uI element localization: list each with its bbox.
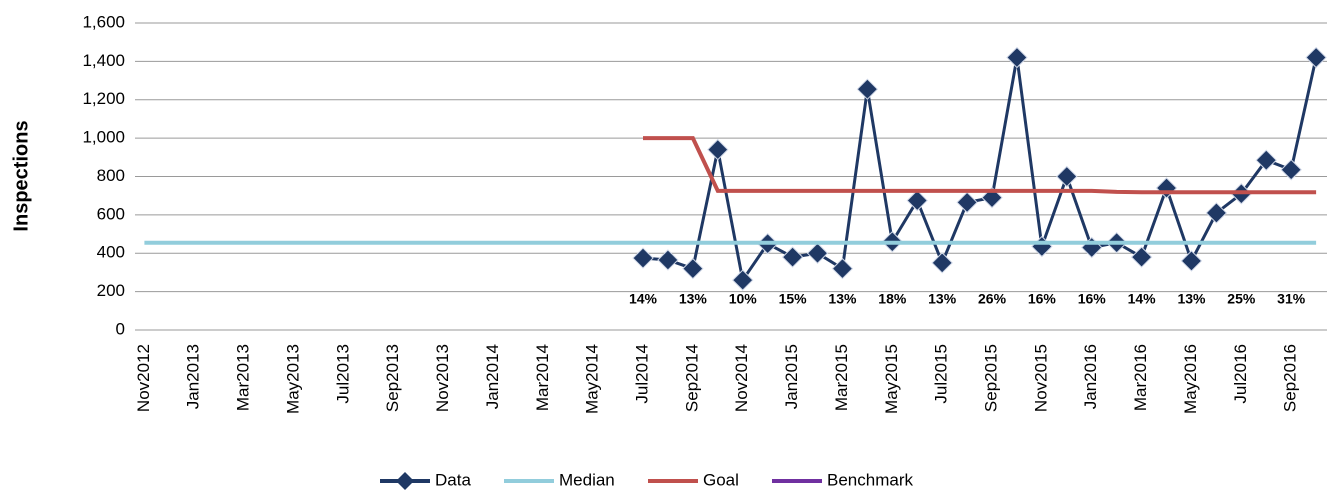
- legend-label: Goal: [703, 470, 739, 489]
- data-point: [1056, 165, 1078, 188]
- legend-label: Data: [435, 470, 471, 489]
- x-tick-label: Jan2015: [782, 344, 801, 409]
- data-point: [856, 78, 879, 100]
- x-tick-label: Jul2014: [632, 344, 651, 404]
- x-tick-label: May2014: [583, 344, 602, 414]
- data-point: [1280, 159, 1302, 181]
- x-tick-label: Mar2016: [1131, 344, 1150, 411]
- x-tick-label: Sep2014: [682, 344, 701, 412]
- data-point: [781, 246, 804, 268]
- legend-label: Benchmark: [827, 470, 913, 489]
- rate-label: 10%: [729, 291, 758, 307]
- x-tick-label: Nov2014: [732, 344, 751, 412]
- x-tick-label: Sep2015: [982, 344, 1001, 412]
- x-tick-label: Mar2015: [832, 344, 851, 411]
- legend-label: Median: [559, 470, 615, 489]
- data-point: [981, 186, 1003, 209]
- x-tick-label: May2016: [1181, 344, 1200, 414]
- x-tick-label: May2013: [283, 344, 302, 414]
- y-tick-label: 600: [97, 204, 125, 223]
- x-tick-label: Jan2014: [483, 344, 502, 409]
- data-point: [707, 138, 729, 161]
- series-line: [642, 57, 1318, 284]
- y-tick-label: 1,600: [82, 12, 125, 31]
- data-point: [732, 269, 754, 291]
- x-tick-label: Sep2016: [1281, 344, 1300, 412]
- x-tick-label: Mar2013: [234, 344, 253, 411]
- data-point: [1130, 246, 1153, 268]
- x-tick-label: Nov2013: [433, 344, 452, 412]
- data-point: [931, 252, 953, 274]
- data-point: [1006, 46, 1028, 69]
- data-point: [806, 242, 829, 264]
- data-point: [657, 249, 679, 271]
- data-point: [1255, 149, 1277, 171]
- rate-label: 15%: [779, 291, 808, 307]
- x-tick-label: Jul2015: [932, 344, 951, 404]
- rate-label: 31%: [1277, 291, 1306, 307]
- x-tick-label: Sep2013: [383, 344, 402, 412]
- data-point: [682, 257, 704, 280]
- rate-label: 14%: [629, 291, 658, 307]
- rate-label: 14%: [1128, 291, 1157, 307]
- y-tick-label: 1,200: [82, 89, 125, 108]
- rate-label: 18%: [878, 291, 907, 307]
- rate-label: 16%: [1028, 291, 1057, 307]
- data-point: [1305, 46, 1327, 69]
- y-tick-label: 800: [97, 166, 125, 185]
- rate-label: 13%: [828, 291, 857, 307]
- series-line: [643, 136, 1317, 195]
- x-tick-label: Jul2013: [333, 344, 352, 404]
- data-point: [1081, 236, 1103, 259]
- y-tick-label: 1,400: [82, 51, 125, 70]
- rate-label: 13%: [928, 291, 957, 307]
- data-point: [632, 247, 654, 269]
- rate-label: 16%: [1078, 291, 1107, 307]
- y-tick-label: 200: [97, 281, 125, 300]
- legend-marker: [396, 472, 414, 490]
- y-tick-label: 1,000: [82, 128, 125, 147]
- x-tick-label: Nov2015: [1031, 344, 1050, 412]
- x-tick-label: Nov2012: [134, 344, 153, 412]
- x-tick-label: Jan2016: [1081, 344, 1100, 409]
- data-point: [831, 257, 854, 280]
- x-tick-label: Mar2014: [533, 344, 552, 411]
- x-tick-label: Jan2013: [184, 344, 203, 409]
- y-axis-title: Inspections: [10, 120, 32, 231]
- data-point: [906, 189, 928, 212]
- data-point: [1180, 250, 1203, 272]
- y-tick-label: 400: [97, 243, 125, 262]
- data-point: [1155, 177, 1178, 199]
- rate-label: 13%: [1177, 291, 1206, 307]
- x-tick-label: Jul2016: [1231, 344, 1250, 404]
- data-point: [956, 191, 978, 214]
- data-point: [1205, 202, 1228, 224]
- y-tick-label: 0: [116, 319, 125, 338]
- rate-label: 26%: [978, 291, 1007, 307]
- x-tick-label: May2015: [882, 344, 901, 414]
- rate-label: 25%: [1227, 291, 1256, 307]
- rate-label: 13%: [679, 291, 708, 307]
